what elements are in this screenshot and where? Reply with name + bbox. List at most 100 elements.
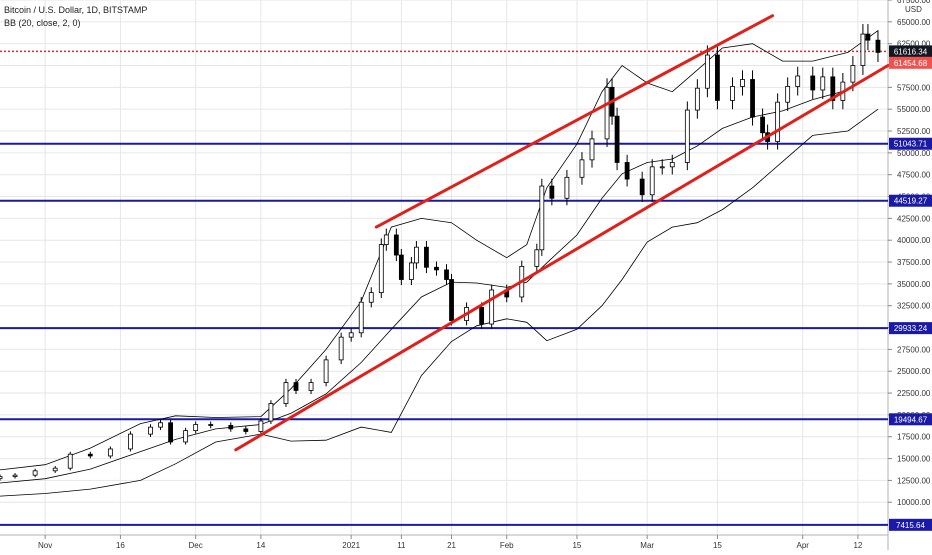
x-tick-label: 12 [853, 541, 862, 550]
candle-body [258, 420, 264, 432]
y-tick-label: 10000.00 [897, 498, 931, 507]
y-tick-label: 40000.00 [897, 236, 931, 245]
candle-body [383, 234, 389, 245]
grid-layer [0, 0, 888, 535]
chart-legend: Bitcoin / U.S. Dollar, 1D, BITSTAMP BB (… [4, 4, 147, 30]
candle-body [604, 86, 610, 140]
y-tick-label: 52500.00 [897, 127, 931, 136]
y-tick-label: 50000.00 [897, 149, 931, 158]
x-tick-label: 21 [447, 541, 456, 550]
candle-body [534, 249, 540, 267]
candle-body [12, 474, 18, 477]
candle-body [564, 176, 570, 199]
price-level-badge [889, 518, 932, 531]
price-level-badge-label: 61616.34 [894, 47, 928, 56]
candle-body [659, 166, 665, 169]
candle-body [489, 289, 495, 325]
y-tick-label: 47500.00 [897, 171, 931, 180]
x-tick-label: 15 [713, 541, 722, 550]
y-tick-label: 17500.00 [897, 433, 931, 442]
candle-body [549, 185, 555, 199]
trend-line-channel-lower [234, 64, 890, 452]
price-level-badge-label: 44519.27 [894, 197, 928, 206]
currency-label: USD [905, 5, 922, 14]
candle-body [0, 476, 3, 480]
candle-body [730, 86, 735, 101]
candle-body [684, 109, 690, 163]
candle-body [775, 101, 781, 142]
candles-layer [0, 24, 881, 481]
candle-body [128, 433, 133, 450]
candle-body [860, 33, 866, 66]
candle-body [414, 246, 419, 264]
candle-body [268, 403, 274, 422]
y-tick-label: 57500.00 [897, 83, 931, 92]
candle-body [107, 448, 113, 457]
candle-body [378, 244, 384, 294]
y-tick-label: 15000.00 [897, 455, 931, 464]
candle-body [539, 185, 545, 251]
candle-body [740, 79, 745, 87]
candle-body [589, 138, 595, 161]
candle-body [444, 269, 449, 280]
indicator-label: BB (20, close, 2, 0) [4, 18, 81, 28]
candle-body [850, 65, 856, 83]
candle-body [398, 254, 404, 280]
candle-body [785, 86, 791, 103]
candle-body [614, 115, 620, 163]
candle-body [393, 234, 399, 256]
trend-line-channel-upper [374, 14, 775, 229]
y-tick-label: 67500.00 [897, 0, 931, 5]
candle-body [148, 426, 153, 435]
price-level-badge-label: 61454.68 [894, 59, 928, 68]
symbol-title: Bitcoin / U.S. Dollar, 1D, BITSTAMP [4, 5, 148, 15]
y-tick-label: 62500.00 [897, 40, 931, 49]
candle-body [168, 422, 173, 443]
candle-body [323, 359, 329, 383]
price-level-badge-label: 51043.71 [894, 140, 928, 149]
x-tick-label: 16 [116, 541, 125, 550]
x-tick-label: 15 [572, 541, 581, 550]
x-tick-label: 14 [256, 541, 265, 550]
y-tick-label: 25000.00 [897, 367, 931, 376]
candle-body [694, 87, 700, 111]
candle-body [750, 79, 755, 118]
price-level-badge-label: 19494.67 [894, 415, 928, 424]
candle-body [308, 382, 314, 391]
price-level-badge-label: 7415.64 [896, 521, 925, 530]
candle-body [228, 424, 234, 430]
price-level-badge [889, 137, 932, 150]
y-tick-label: 32500.00 [897, 302, 931, 311]
candle-body [434, 266, 439, 271]
candle-body [87, 453, 93, 457]
bollinger-upper-band [0, 30, 879, 471]
candle-body [449, 279, 454, 321]
candle-body [639, 178, 645, 196]
candle-body [624, 162, 630, 180]
candle-body [408, 262, 414, 280]
candle-body [669, 162, 675, 168]
y-tick-label: 22500.00 [897, 389, 931, 398]
x-tick-label: 2021 [342, 541, 360, 550]
candle-body [704, 54, 710, 89]
x-tick-label: Nov [38, 541, 52, 550]
candle-body [293, 382, 299, 391]
candle-body [358, 301, 364, 334]
candle-body [579, 159, 585, 178]
candle-body [208, 424, 214, 426]
candle-body [479, 307, 485, 325]
y-tick-label: 37500.00 [897, 258, 931, 267]
candle-body [649, 166, 655, 196]
y-tick-label: 65000.00 [897, 18, 931, 27]
x-tick-label: Feb [500, 541, 514, 550]
bollinger-lower-band [0, 108, 879, 497]
candle-body [865, 33, 871, 41]
candle-body [183, 430, 189, 443]
x-tick-label: Dec [189, 541, 203, 550]
candle-body [283, 382, 289, 404]
candle-body [820, 76, 826, 91]
x-tick-label: Apr [796, 541, 809, 550]
candle-body [32, 470, 38, 476]
